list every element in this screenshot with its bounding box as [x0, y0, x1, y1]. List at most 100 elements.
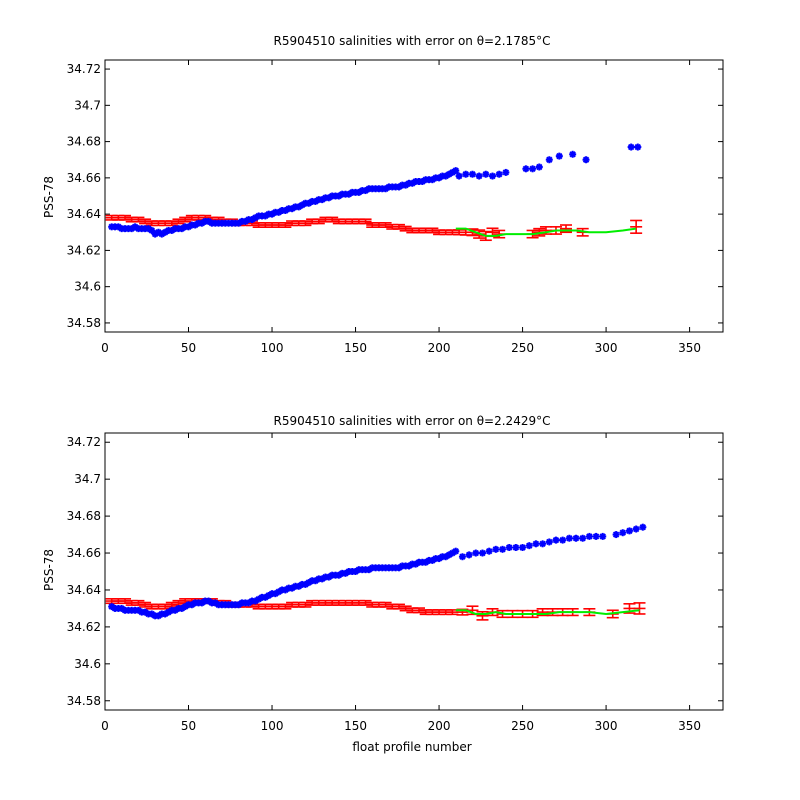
x-tick-label: 50 [181, 719, 196, 733]
x-tick-label: 50 [181, 341, 196, 355]
star-stroke [475, 172, 483, 180]
star-stroke [495, 171, 503, 178]
x-tick-label: 250 [511, 341, 534, 355]
blue-star-point [482, 170, 490, 178]
blue-star-point [545, 538, 553, 546]
star-stroke [115, 223, 122, 231]
star-stroke [579, 535, 586, 542]
data-marks [105, 523, 647, 621]
star-stroke [145, 225, 152, 232]
star-stroke [546, 538, 553, 546]
blue-star-point [579, 534, 587, 542]
blue-star-point [452, 167, 460, 175]
y-tick-label: 34.72 [67, 62, 101, 76]
star-stroke [556, 152, 563, 160]
red-error-bar [476, 610, 489, 621]
blue-star-point [565, 534, 573, 542]
x-tick-label: 250 [511, 719, 534, 733]
star-stroke [512, 544, 520, 551]
x-tick-label: 150 [344, 341, 367, 355]
star-stroke [632, 525, 640, 533]
blue-star-point [472, 549, 480, 557]
blue-star-point [492, 545, 500, 553]
blue-star-point [552, 536, 560, 544]
y-tick-label: 34.6 [74, 657, 101, 671]
star-stroke [482, 171, 490, 178]
star-stroke [539, 540, 546, 548]
x-tick-label: 200 [428, 719, 451, 733]
star-stroke [492, 546, 500, 553]
blue-star-point [522, 165, 530, 173]
blue-star-point [458, 553, 466, 561]
blue-star-point [519, 543, 527, 551]
x-tick-label: 100 [261, 719, 284, 733]
blue-star-point [599, 532, 607, 540]
star-stroke [479, 549, 486, 557]
y-tick-label: 34.68 [67, 135, 101, 149]
star-stroke [459, 553, 466, 560]
blue-star-point [502, 168, 510, 176]
star-stroke [552, 536, 560, 544]
blue-star-point [489, 172, 497, 180]
blue-star-point [569, 150, 577, 158]
blue-star-point [572, 534, 580, 542]
data-marks [105, 143, 643, 242]
blue-star-point [632, 525, 640, 533]
star-stroke [582, 156, 590, 163]
star-stroke [639, 523, 647, 531]
blue-star-point [452, 547, 460, 555]
blue-star-point [532, 540, 540, 548]
blue-star-point [512, 543, 520, 551]
star-stroke [586, 533, 593, 540]
star-stroke [155, 229, 162, 236]
x-tick-label: 300 [595, 719, 618, 733]
star-stroke [462, 171, 469, 178]
blue-star-point [505, 543, 513, 551]
star-stroke [619, 529, 626, 536]
star-stroke [465, 551, 473, 559]
chart-upper: R5904510 salinities with error on θ=2.17… [42, 34, 724, 355]
blue-star-point [465, 551, 473, 559]
chart-title: R5904510 salinities with error on θ=2.24… [274, 414, 551, 428]
y-tick-label: 34.72 [67, 435, 101, 449]
blue-star-point [639, 523, 647, 531]
blue-star-point [529, 165, 537, 173]
star-stroke [532, 540, 540, 548]
x-tick-label: 100 [261, 341, 284, 355]
y-tick-label: 34.62 [67, 620, 101, 634]
blue-star-point [478, 549, 486, 557]
star-stroke [519, 544, 526, 551]
star-stroke [148, 610, 155, 618]
x-tick-label: 200 [428, 341, 451, 355]
blue-star-point [555, 152, 563, 160]
y-tick-label: 34.7 [74, 472, 101, 486]
star-stroke [212, 599, 219, 607]
blue-star-point [559, 536, 567, 544]
blue-star-point [634, 143, 642, 151]
x-tick-label: 300 [595, 341, 618, 355]
y-tick-label: 34.64 [67, 207, 101, 221]
star-stroke [205, 597, 212, 605]
blue-star-point [535, 163, 543, 171]
y-tick-label: 34.6 [74, 280, 101, 294]
blue-star-point [475, 172, 483, 180]
chart-title: R5904510 salinities with error on θ=2.17… [274, 34, 551, 48]
star-stroke [559, 536, 566, 544]
star-stroke [529, 165, 536, 173]
green-series-line [455, 227, 637, 237]
blue-star-point [592, 532, 600, 540]
y-tick-label: 34.64 [67, 583, 101, 597]
star-stroke [205, 218, 212, 225]
star-stroke [472, 549, 480, 557]
star-stroke [572, 535, 580, 542]
star-stroke [141, 608, 149, 616]
red-error-bar [536, 608, 549, 617]
y-tick-label: 34.68 [67, 509, 101, 523]
star-stroke [566, 535, 573, 542]
blue-star-point [619, 529, 627, 537]
star-stroke [452, 167, 459, 174]
red-error-bar [630, 219, 643, 234]
star-stroke [489, 172, 496, 180]
star-stroke [455, 172, 463, 180]
y-tick-label: 34.66 [67, 546, 101, 560]
